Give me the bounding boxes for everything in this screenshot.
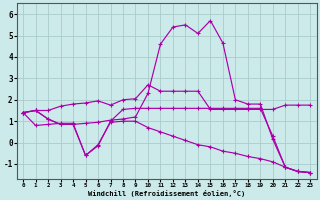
X-axis label: Windchill (Refroidissement éolien,°C): Windchill (Refroidissement éolien,°C) bbox=[88, 190, 245, 197]
